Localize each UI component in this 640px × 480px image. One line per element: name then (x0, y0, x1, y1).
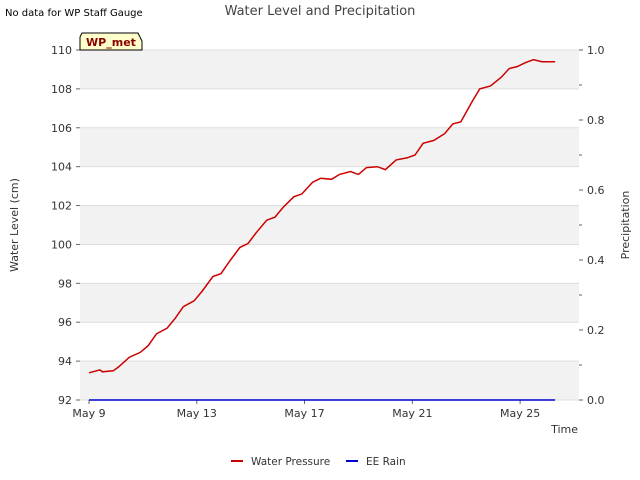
y2-tick-label: 0.2 (587, 324, 605, 337)
x-tick-label: May 21 (392, 407, 432, 420)
grid-band (80, 88, 579, 128)
y-tick-label: 102 (51, 200, 72, 213)
y-tick-label: 98 (58, 277, 72, 290)
y-tick-label: 110 (51, 44, 72, 57)
legend-label: Water Pressure (251, 456, 330, 468)
grid-band (80, 244, 579, 284)
x-axis-label: Time (550, 423, 578, 436)
x-tick-label: May 9 (72, 407, 105, 420)
grid-band (80, 127, 579, 167)
chart-title: Water Level and Precipitation (224, 4, 416, 19)
y-tick-label: 104 (51, 161, 72, 174)
y-tick-label: 100 (51, 238, 72, 251)
y-axis-label: Water Level (cm) (8, 178, 21, 272)
y2-tick-label: 0.4 (587, 254, 605, 267)
y2-tick-label: 1.0 (587, 44, 605, 57)
y2-tick-label: 0.6 (587, 184, 605, 197)
y-tick-label: 108 (51, 83, 72, 96)
grid-band (80, 283, 579, 323)
x-tick-label: May 25 (500, 407, 540, 420)
y-tick-label: 106 (51, 122, 72, 135)
y-tick-label: 94 (58, 355, 72, 368)
x-tick-label: May 13 (177, 407, 217, 420)
grid-band (80, 322, 579, 362)
legend-label: EE Rain (366, 456, 406, 468)
grid-band (80, 166, 579, 206)
y-tick-label: 96 (58, 316, 72, 329)
y2-axis-label: Precipitation (619, 191, 632, 260)
no-data-note: No data for WP Staff Gauge (5, 8, 143, 19)
y2-tick-label: 0.0 (587, 394, 605, 407)
grid-band (80, 50, 579, 89)
y-tick-label: 92 (58, 394, 72, 407)
x-tick-label: May 17 (284, 407, 324, 420)
grid-band (80, 361, 579, 400)
series-line-water-pressure (88, 58, 556, 374)
badge-label: WP_met (86, 36, 136, 49)
y2-tick-label: 0.8 (587, 114, 605, 127)
badge-box (79, 32, 143, 51)
grid-band (80, 205, 579, 245)
